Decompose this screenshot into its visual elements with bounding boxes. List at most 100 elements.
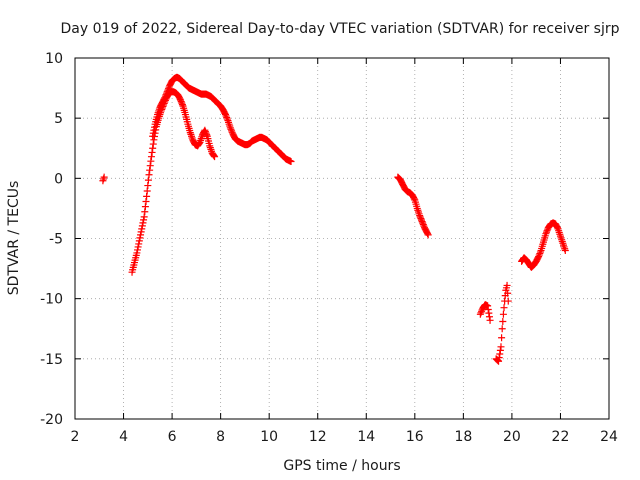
- data-point-plus: [134, 246, 142, 254]
- data-point-plus: [135, 240, 143, 248]
- data-point-plus: [486, 316, 494, 324]
- data-point-plus: [161, 94, 169, 102]
- y-tick-label: 0: [54, 171, 63, 187]
- data-point-plus: [225, 120, 233, 128]
- data-point-plus: [206, 144, 214, 152]
- data-point-plus: [494, 357, 502, 365]
- y-axis-label: SDTVAR / TECUs: [6, 181, 22, 296]
- data-point-plus: [558, 238, 566, 246]
- data-point-plus: [536, 250, 544, 258]
- data-point-plus: [164, 86, 172, 94]
- plot-frame: [74, 57, 610, 420]
- data-point-plus: [100, 175, 108, 183]
- data-point-plus: [557, 234, 565, 242]
- data-point-plus: [417, 215, 425, 223]
- data-point-plus: [424, 230, 432, 238]
- data-point-plus: [287, 157, 295, 165]
- x-tick-label: 14: [357, 429, 375, 445]
- data-point-plus: [561, 245, 569, 253]
- data-point-plus: [164, 85, 172, 93]
- x-tick-label: 24: [600, 429, 618, 445]
- data-point-plus: [478, 307, 486, 315]
- data-point-plus: [147, 157, 155, 165]
- y-tick-label: -15: [40, 352, 63, 368]
- data-point-plus: [138, 222, 146, 230]
- x-tick-label: 2: [71, 429, 80, 445]
- data-point-plus: [504, 289, 512, 297]
- data-point-plus: [558, 236, 566, 244]
- data-point-plus: [143, 192, 151, 200]
- chart-title: Day 019 of 2022, Sidereal Day-to-day VTE…: [60, 21, 619, 37]
- data-point-plus: [496, 346, 504, 354]
- data-point-plus: [145, 171, 153, 179]
- x-tick-label: 12: [309, 429, 327, 445]
- data-point-plus: [136, 234, 144, 242]
- data-point-plus: [143, 187, 151, 195]
- data-point-plus: [163, 89, 171, 97]
- data-point-plus: [535, 251, 543, 259]
- data-point-plus: [177, 96, 185, 104]
- data-point-plus: [140, 216, 148, 224]
- data-point-plus: [141, 208, 149, 216]
- data-point-plus: [150, 123, 158, 131]
- x-tick-label: 22: [552, 429, 570, 445]
- data-point-plus: [135, 237, 143, 245]
- data-point-plus: [417, 216, 425, 224]
- data-point-plus: [99, 177, 107, 185]
- data-point-plus: [142, 197, 150, 205]
- data-point-plus: [201, 128, 209, 136]
- data-point-plus: [150, 136, 158, 144]
- y-tick-label: 5: [54, 111, 63, 127]
- data-point-plus: [163, 88, 171, 96]
- data-point-plus: [476, 310, 484, 318]
- data-point-plus: [162, 91, 170, 99]
- data-point-plus: [187, 130, 195, 138]
- data-point-plus: [178, 101, 186, 109]
- data-point-plus: [419, 219, 427, 227]
- grid-lines: [75, 58, 609, 419]
- data-point-plus: [133, 249, 141, 257]
- data-point-plus: [148, 148, 156, 156]
- data-point-plus: [140, 213, 148, 221]
- data-point-plus: [134, 243, 142, 251]
- data-point-plus: [178, 99, 186, 107]
- data-point-plus: [137, 228, 145, 236]
- data-point-plus: [149, 144, 157, 152]
- data-point-plus: [496, 350, 504, 358]
- data-point-plus: [139, 219, 147, 227]
- data-point-plus: [484, 305, 492, 313]
- data-point-plus: [418, 218, 426, 226]
- data-point-plus: [503, 281, 511, 289]
- data-point-plus: [560, 243, 568, 251]
- data-point-plus: [227, 125, 235, 133]
- data-point-plus: [161, 92, 169, 100]
- data-point-plus: [149, 132, 157, 140]
- data-point-plus: [226, 122, 234, 130]
- data-point-plus: [414, 208, 422, 216]
- data-point-plus: [201, 126, 209, 134]
- data-point-plus: [144, 182, 152, 190]
- data-point-plus: [497, 343, 505, 351]
- y-tick-label: -5: [49, 232, 63, 248]
- data-point-plus: [477, 309, 485, 317]
- data-point-plus: [495, 354, 503, 362]
- data-point-plus: [222, 112, 230, 120]
- x-tick-label: 10: [260, 429, 278, 445]
- data-point-plus: [100, 173, 108, 181]
- data-point-plus: [485, 313, 493, 321]
- data-point-plus: [555, 228, 563, 236]
- data-point-plus: [149, 140, 157, 148]
- x-tick-label: 20: [503, 429, 521, 445]
- data-point-plus: [498, 334, 506, 342]
- data-point-plus: [225, 118, 233, 126]
- data-point-plus: [500, 304, 508, 312]
- data-point-plus: [146, 166, 154, 174]
- data-point-plus: [223, 114, 231, 122]
- data-point-plus: [149, 129, 157, 137]
- data-point-plus: [484, 302, 492, 310]
- data-point-plus: [203, 131, 211, 139]
- data-point-plus: [556, 232, 564, 240]
- x-axis-label: GPS time / hours: [283, 458, 400, 474]
